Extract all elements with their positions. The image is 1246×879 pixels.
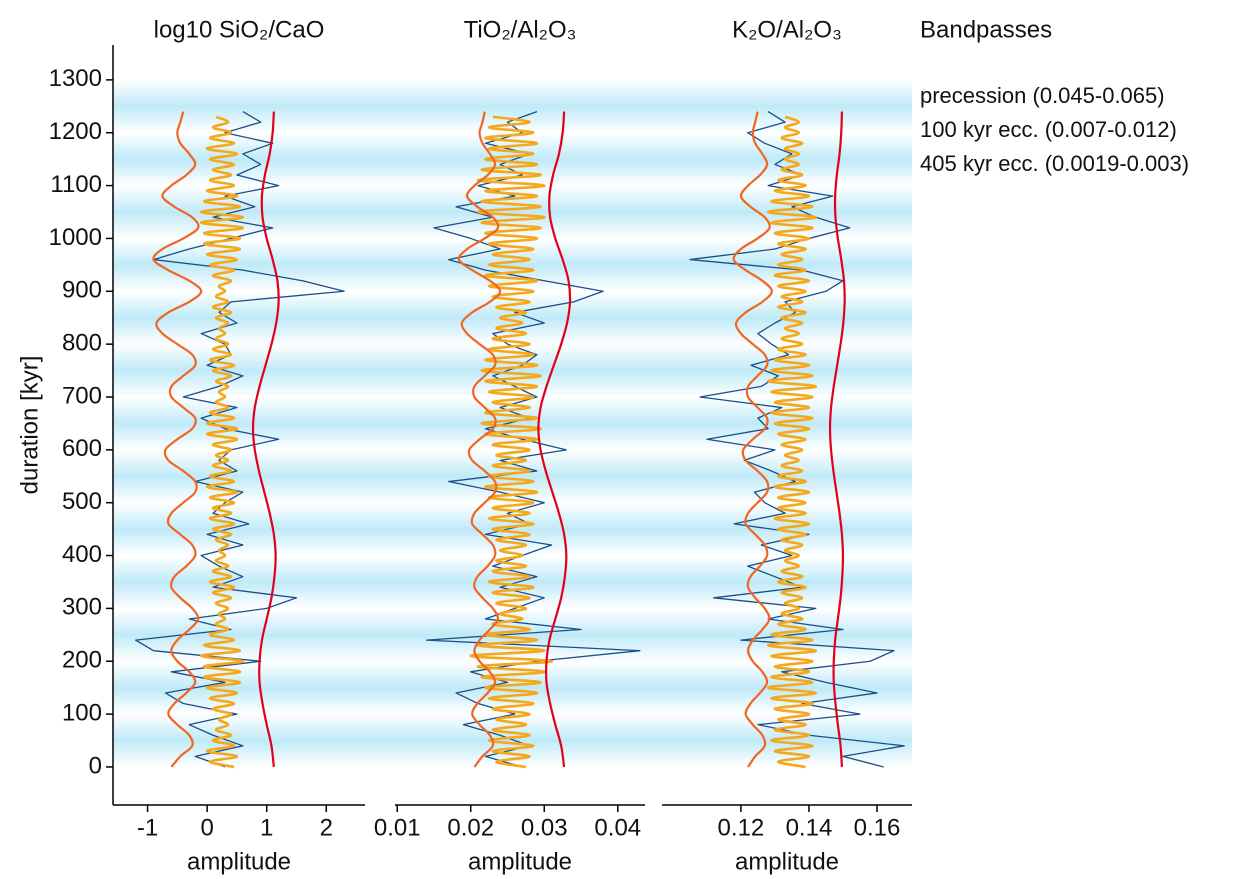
y-tick-label: 1200 [49, 118, 102, 145]
legend-title: Bandpasses [920, 16, 1052, 43]
x-tick-label: 0.04 [594, 814, 641, 841]
bandpass-line [152, 111, 203, 768]
x-tick-label: 0.16 [854, 814, 901, 841]
y-tick-label: 500 [62, 488, 102, 515]
x-tick-label: 0.12 [718, 814, 765, 841]
y-tick-label: 1100 [50, 171, 102, 198]
x-tick-label: 0.03 [521, 814, 568, 841]
x-axis-label: amplitude [187, 848, 291, 875]
y-tick-label: 100 [62, 699, 102, 726]
y-tick-label: 200 [62, 647, 102, 674]
panel: -1 0 1 2 amplitude log10 SiO₂/CaO 0 100 200 300 40… [16, 16, 365, 875]
bandpass-line [537, 111, 572, 768]
panel-title: log10 SiO₂/CaO [154, 16, 325, 43]
legend-entry: 100 kyr ecc. (0.007-0.012) [920, 117, 1177, 142]
panels: -1 0 1 2 amplitude log10 SiO₂/CaO 0 100 200 300 40… [16, 16, 912, 875]
panel-title: TiO₂/Al₂O₃ [464, 16, 577, 43]
x-tick-label: -1 [137, 814, 158, 841]
legend: Bandpasses precession (0.045-0.065) 100 k… [920, 16, 1189, 175]
data-line [689, 111, 905, 768]
legend-entry: precession (0.045-0.065) [920, 83, 1165, 108]
y-tick-label: 300 [62, 594, 102, 621]
y-tick-label: 700 [62, 382, 102, 409]
data-line [425, 110, 641, 768]
y-tick-label: 800 [62, 329, 102, 356]
x-tick-label: 0.02 [447, 814, 494, 841]
bandpass-line [457, 111, 502, 768]
x-tick-label: 0 [200, 814, 213, 841]
legend-entry: 405 kyr ecc. (0.0019-0.003) [920, 151, 1189, 176]
x-tick-label: 0.14 [786, 814, 833, 841]
y-tick-label: 900 [62, 277, 102, 304]
bandpass-line [732, 111, 773, 768]
y-tick-label: 0 [89, 752, 102, 779]
x-axis-label: amplitude [468, 848, 572, 875]
y-axis-label: duration [kyr] [16, 356, 43, 495]
bandpass-line [199, 115, 245, 769]
x-axis-label: amplitude [735, 848, 839, 875]
panel: 0.12 0.14 0.16 amplitude K₂O/Al₂O₃ [662, 16, 912, 875]
y-tick-label: 400 [62, 541, 102, 568]
x-tick-label: 1 [260, 814, 273, 841]
bandpass-line [469, 115, 553, 769]
bandpass-line [766, 115, 818, 769]
panel-title: K₂O/Al₂O₃ [732, 16, 842, 43]
x-tick-label: 2 [320, 814, 333, 841]
bandpass-line [251, 111, 280, 768]
y-tick-label: 1000 [49, 224, 102, 251]
x-tick-label: 0.01 [374, 814, 421, 841]
bandpass-line [828, 111, 846, 768]
panel: 0.01 0.02 0.03 0.04 amplitude TiO₂/Al₂O₃ [374, 16, 645, 875]
y-tick-label: 1300 [49, 65, 102, 92]
y-tick-label: 600 [62, 435, 102, 462]
